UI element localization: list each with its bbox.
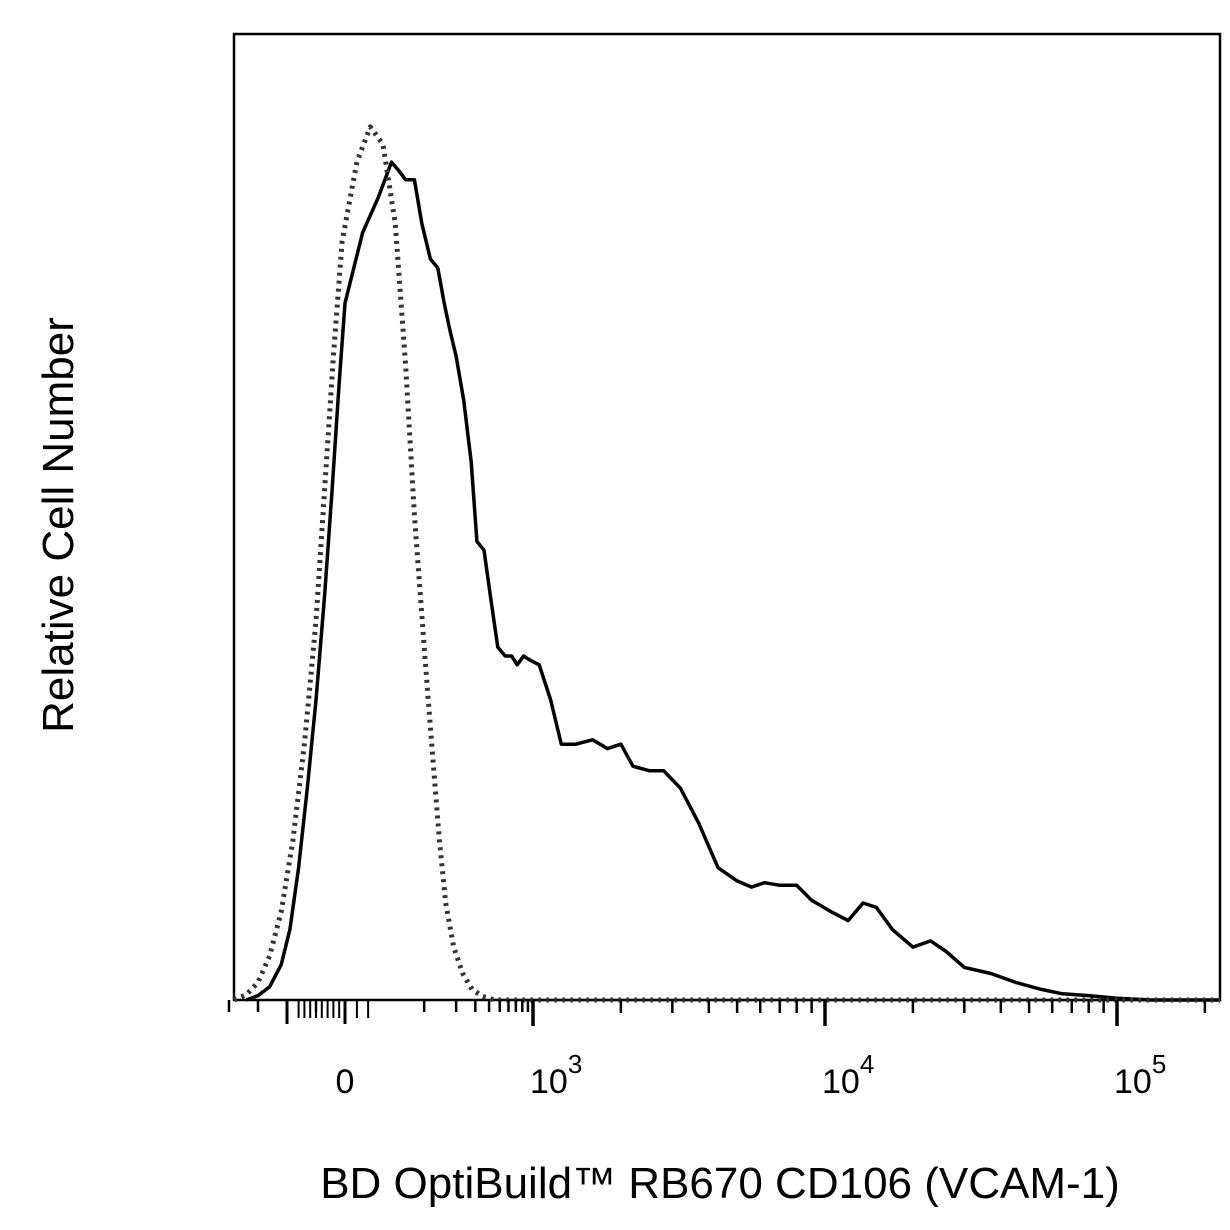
series-line-solid [245, 160, 1220, 1002]
series-line-dotted [233, 124, 1220, 1003]
series-layer [233, 124, 1220, 1003]
plot-frame [232, 32, 1222, 1002]
x-axis [227, 1000, 1207, 1026]
x-tick-label: 105 [1114, 1049, 1166, 1101]
x-tick-label: 103 [530, 1049, 582, 1101]
x-axis-label: BD OptiBuild™ RB670 CD106 (VCAM-1) [320, 1159, 1120, 1208]
x-tick-labels: 0 103 104 105 [336, 1049, 1167, 1101]
x-tick-label: 104 [822, 1049, 874, 1101]
x-tick-label: 0 [336, 1063, 355, 1101]
y-axis-label: Relative Cell Number [34, 317, 83, 733]
